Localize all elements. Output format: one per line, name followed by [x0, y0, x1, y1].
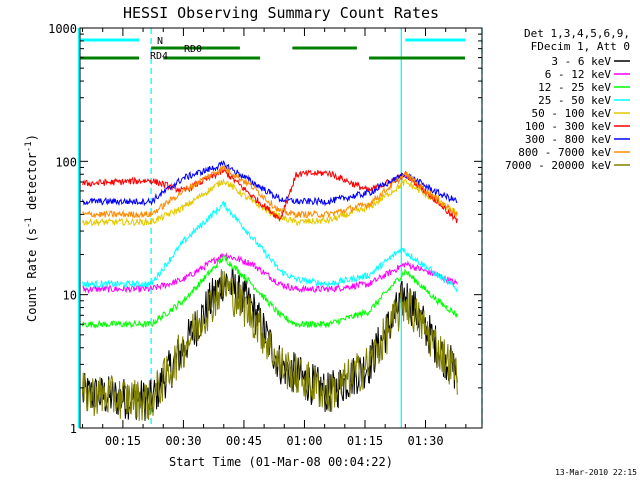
- legend-label: 800 - 7000 keV: [518, 146, 611, 159]
- legend-label: 100 - 300 keV: [525, 120, 611, 133]
- plot-lines: [77, 28, 483, 428]
- legend-label: 50 - 100 keV: [532, 107, 612, 120]
- x-tick-label: 01:30: [407, 434, 443, 448]
- legend-label: 12 - 25 keV: [538, 81, 611, 94]
- legend-label: 300 - 800 keV: [525, 133, 611, 146]
- flag-label: RD0: [184, 44, 202, 55]
- y-axis-label: Count Rate (s-1 detector-1): [24, 134, 39, 322]
- legend-label: 3 - 6 keV: [551, 55, 611, 68]
- plot-frame: [79, 27, 483, 429]
- legend-header-line-1: Det 1,3,4,5,6,9,: [524, 27, 630, 40]
- chart-title: HESSI Observing Summary Count Rates: [123, 4, 439, 22]
- legend-label: 25 - 50 keV: [538, 94, 611, 107]
- series-line: [82, 269, 458, 421]
- timestamp: 13-Mar-2010 22:15: [555, 468, 637, 477]
- y-tick-label: 1000: [48, 22, 77, 36]
- x-tick-label: 01:15: [347, 434, 383, 448]
- series-line: [82, 160, 458, 207]
- legend-label: 6 - 12 keV: [545, 68, 612, 81]
- x-axis-label: Start Time (01-Mar-08 00:04:22): [169, 455, 393, 469]
- flag-bars: N RD0 RD4: [80, 36, 465, 62]
- legend-header-line-2: FDecim 1, Att 0: [531, 40, 630, 53]
- series-line: [82, 268, 458, 421]
- legend-label: 7000 - 20000 keV: [505, 159, 611, 172]
- x-tick-label: 00:30: [165, 434, 201, 448]
- y-axis-ticks: 1 10 100 1000: [48, 22, 482, 436]
- series-line: [82, 200, 458, 293]
- y-tick-label: 10: [63, 289, 77, 303]
- flag-label: N: [157, 36, 163, 47]
- series-line: [82, 253, 458, 329]
- x-tick-label: 00:45: [226, 434, 262, 448]
- legend: Det 1,3,4,5,6,9, FDecim 1, Att 0 3 - 6 k…: [505, 27, 630, 172]
- y-tick-label: 1: [70, 422, 77, 436]
- series-line: [82, 178, 458, 227]
- x-axis-ticks: 00:15 00:30 00:45 01:00 01:15 01:30: [82, 28, 467, 448]
- x-tick-label: 00:15: [105, 434, 141, 448]
- series-line: [82, 252, 458, 295]
- flag-label: RD4: [150, 51, 168, 62]
- x-tick-label: 01:00: [286, 434, 322, 448]
- series-line: [82, 165, 458, 219]
- y-tick-label: 100: [55, 155, 77, 169]
